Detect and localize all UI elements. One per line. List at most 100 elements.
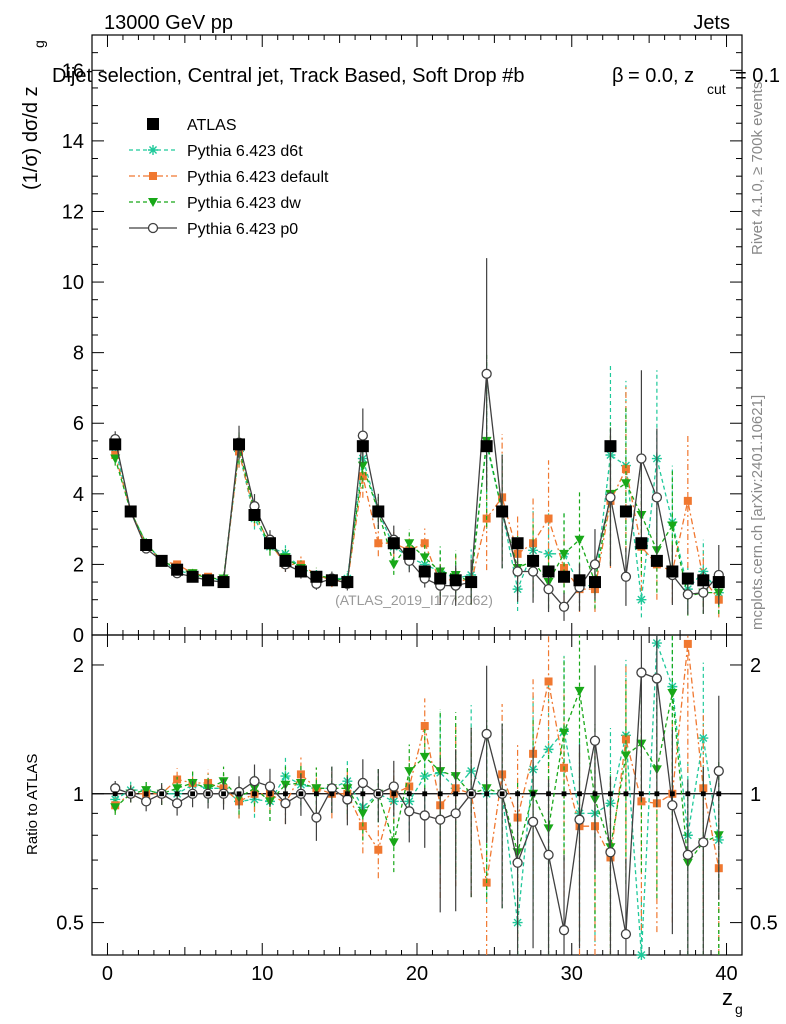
plot-title: Dijet selection, Central jet, Track Base… — [52, 65, 780, 97]
data-point-default — [683, 496, 692, 505]
ratio-point-dw — [667, 688, 678, 698]
series-line-p0 — [114, 373, 720, 608]
data-point-p0 — [589, 559, 601, 570]
data-point-p0 — [605, 492, 616, 503]
ratio-point-ATLAS — [221, 791, 226, 797]
series-line-default — [114, 451, 720, 601]
data-point-ATLAS — [124, 505, 137, 518]
data-point-dw — [667, 521, 678, 531]
ratio-point-p0 — [713, 765, 724, 777]
title-zcut-value: = 0.1 — [735, 65, 780, 87]
xlabel: z g — [722, 985, 743, 1017]
ratio-point-p0 — [574, 814, 585, 825]
ratio-point-ATLAS — [174, 791, 180, 797]
data-point-p0 — [636, 453, 647, 464]
data-point-dw — [404, 539, 415, 549]
data-point-ATLAS — [186, 570, 199, 583]
legend-label-default: Pythia 6.423 default — [187, 169, 329, 186]
data-point-dw — [110, 454, 121, 464]
ratio-point-p0 — [311, 812, 322, 823]
ratio-point-d6t — [110, 794, 121, 805]
energy-label: 13000 GeV pp — [104, 12, 233, 34]
legend-marker-default — [149, 172, 157, 180]
ratio-point-p0 — [141, 796, 152, 807]
process-label: Jets — [693, 12, 730, 34]
ratio-line-dw — [114, 690, 720, 865]
ratio-point-p0 — [667, 800, 678, 811]
data-point-ATLAS — [310, 570, 323, 583]
data-point-dw — [388, 560, 399, 570]
title-beta-value: = 0.0, z — [628, 65, 694, 87]
legend-item-p0: Pythia 6.423 p0 — [129, 221, 298, 238]
ratio-point-ATLAS — [252, 791, 257, 797]
data-point-ATLAS — [465, 576, 478, 589]
data-point-ATLAS — [294, 565, 307, 578]
ratio-point-dw — [172, 784, 183, 794]
data-point-d6t — [543, 548, 554, 559]
title-main: Dijet selection, Central jet, Track Base… — [52, 65, 524, 87]
legend: ATLAS Pythia 6.423 d6t Pythia 6.423 defaul… — [129, 117, 329, 238]
ratio-point-p0 — [605, 847, 616, 858]
ratio-point-p0 — [171, 798, 183, 809]
ratio-point-ATLAS — [329, 791, 335, 797]
ratio-point-default — [544, 677, 553, 686]
data-point-ATLAS — [496, 505, 509, 518]
y-tick-label: 12 — [62, 201, 84, 223]
data-point-ATLAS — [217, 576, 230, 589]
data-point-d6t — [636, 594, 647, 605]
ratio-point-dw — [419, 752, 430, 762]
ratio-point-ATLAS — [453, 791, 459, 797]
y-tick-label: 2 — [73, 554, 84, 576]
data-point-ATLAS — [279, 554, 292, 567]
mcplots-label: mcplots.cern.ch [arXiv:2401.10621] — [749, 395, 766, 630]
ratio-point-ATLAS — [499, 791, 505, 797]
x-tick-label: 30 — [561, 963, 583, 985]
y-tick-label: 0 — [73, 625, 84, 647]
ratio-point-dw — [404, 767, 415, 777]
ratio-point-ATLAS — [546, 791, 551, 797]
data-point-ATLAS — [356, 440, 369, 453]
ratio-point-p0 — [249, 776, 260, 787]
ratio-point-p0 — [698, 837, 709, 848]
data-point-ATLAS — [635, 537, 648, 550]
ratio-point-ATLAS — [267, 791, 273, 797]
ratio-point-ATLAS — [422, 791, 428, 797]
data-point-d6t — [419, 559, 430, 570]
ratio-point-p0 — [620, 928, 632, 940]
ratio-point-default — [420, 722, 429, 731]
data-point-default — [544, 514, 553, 523]
data-point-ATLAS — [604, 440, 617, 453]
data-point-p0 — [512, 566, 523, 577]
ratio-point-ATLAS — [344, 791, 350, 797]
ratio-point-default — [683, 639, 692, 648]
data-point-ATLAS — [449, 574, 462, 587]
legend-item-dw: Pythia 6.423 dw — [129, 195, 301, 212]
data-point-default — [560, 563, 569, 572]
ratio-point-ATLAS — [592, 791, 598, 797]
ratio-point-p0 — [558, 925, 570, 936]
main-ylabel-sub: g — [31, 40, 47, 48]
ratio-point-p0 — [342, 794, 353, 805]
ratio-point-p0 — [543, 849, 554, 860]
data-point-ATLAS — [341, 576, 354, 589]
data-point-default — [374, 539, 383, 548]
ratio-point-d6t — [419, 771, 430, 782]
ratio-y-tick-label-right: 1 — [750, 784, 761, 806]
ratio-point-ATLAS — [623, 791, 629, 797]
data-point-ATLAS — [372, 505, 385, 518]
ratio-point-dw — [141, 786, 152, 796]
analysis-id: (ATLAS_2019_I1772062) — [335, 592, 493, 608]
data-point-ATLAS — [558, 570, 571, 583]
ratio-point-ATLAS — [112, 791, 118, 797]
data-point-ATLAS — [697, 574, 710, 587]
main-ylabel: (1/σ) dσ/d z g — [20, 40, 47, 190]
data-point-ATLAS — [434, 572, 447, 585]
ratio-ylabel: Ratio to ATLAS — [24, 754, 41, 855]
y-tick-label: 4 — [73, 484, 84, 506]
ratio-series-ATLAS — [112, 791, 722, 797]
data-point-ATLAS — [527, 554, 540, 567]
data-point-ATLAS — [202, 574, 215, 587]
data-point-ATLAS — [263, 537, 276, 550]
ratio-point-p0 — [450, 808, 461, 819]
ratio-point-ATLAS — [143, 791, 149, 797]
